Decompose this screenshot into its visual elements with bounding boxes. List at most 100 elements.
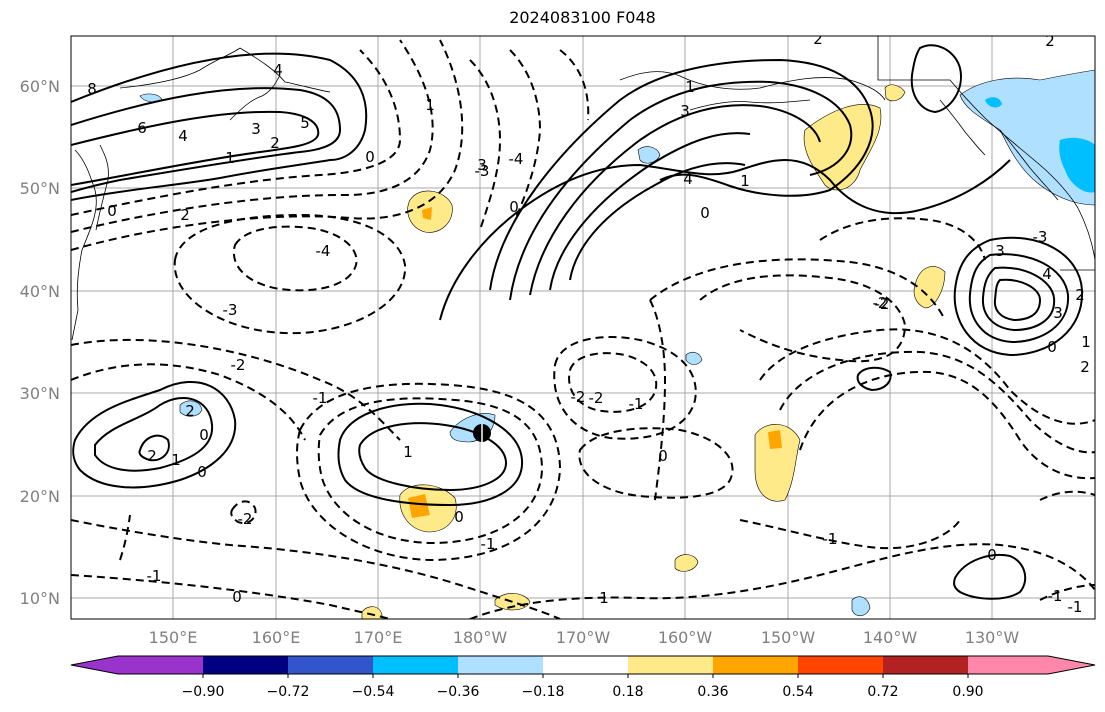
colorbar-label: 0.18 — [612, 684, 643, 700]
solid-contours — [71, 44, 1084, 600]
contour-label: 3 — [680, 102, 690, 120]
contour-label: -3 — [223, 301, 238, 319]
colorbar-label: 0.36 — [697, 684, 728, 700]
colorbar-label: 0.90 — [952, 684, 983, 700]
contour-label: 0 — [509, 198, 519, 216]
contour-label: -3 — [1033, 228, 1048, 246]
contour-label: 0 — [454, 508, 464, 526]
contour-label: 8 — [87, 80, 97, 98]
contour-label: 2 — [1075, 286, 1085, 304]
lat-label: 40°N — [20, 282, 60, 301]
colorbar-label: 0.54 — [782, 684, 813, 700]
colorbar-label: −0.72 — [267, 684, 310, 700]
contour-label: -2 — [571, 388, 586, 406]
contour-label: -2 — [231, 356, 246, 374]
contour-label: 2 — [180, 206, 190, 224]
contour-label: 1 — [403, 443, 413, 461]
coastlines — [71, 36, 1095, 341]
colorbar-label: −0.18 — [522, 684, 565, 700]
dashed-contours — [71, 39, 1095, 619]
colorbar-segment — [288, 656, 373, 674]
contour-label: 3 — [1053, 304, 1063, 322]
colorbar-segment — [543, 656, 628, 674]
contour-label: 1 — [1081, 333, 1091, 351]
lat-label: 30°N — [20, 384, 60, 403]
colorbar-segment — [628, 656, 713, 674]
contour-label: 3 — [477, 156, 487, 174]
contour-label: 5 — [300, 114, 310, 132]
colorbar: −0.90 −0.72 −0.54 −0.36 −0.18 0.18 0.36 … — [70, 655, 1096, 700]
contour-label: -2 — [875, 295, 890, 313]
lon-label: 140°W — [863, 628, 918, 647]
contour-label: -4 — [509, 150, 524, 168]
lat-label: 20°N — [20, 487, 60, 506]
contour-label: 1 — [685, 78, 695, 96]
colorbar-segment — [458, 656, 543, 674]
lon-label: 170°W — [556, 628, 611, 647]
contour-label: -1 — [1068, 598, 1083, 616]
contour-label: 4 — [1042, 265, 1052, 283]
contour-label: 2 — [1080, 358, 1090, 376]
latitude-labels: 60°N 50°N 40°N 30°N 20°N 10°N — [20, 77, 60, 608]
colorbar-label: 0.72 — [867, 684, 898, 700]
map-title: 2024083100 F048 — [509, 8, 656, 27]
contour-label: 3 — [251, 120, 261, 138]
lat-label: 10°N — [20, 589, 60, 608]
contour-label: 2 — [1045, 32, 1055, 50]
contour-label: 1 — [171, 451, 181, 469]
contour-label: 2 — [813, 30, 823, 48]
lat-label: 50°N — [20, 179, 60, 198]
colorbar-ticks — [202, 674, 969, 678]
contour-label: -2 — [238, 510, 253, 528]
contour-label: 2 — [147, 447, 157, 465]
contour-label: 4 — [273, 61, 283, 79]
contour-label: -1 — [629, 395, 644, 413]
lon-label: 170°E — [354, 628, 403, 647]
colorbar-max-arrow — [1048, 656, 1095, 674]
contour-label: -1 — [823, 530, 838, 548]
lat-label: 60°N — [20, 77, 60, 96]
contour-label: 0 — [700, 204, 710, 222]
contour-label: 0 — [658, 447, 668, 465]
contour-label: -4 — [316, 242, 331, 260]
colorbar-min-arrow — [71, 656, 118, 674]
contour-label: 0 — [107, 202, 117, 220]
shaded-fields — [139, 69, 1095, 619]
gridlines — [71, 36, 1095, 619]
contour-label: -1 — [1048, 587, 1063, 605]
colorbar-segment — [968, 656, 1048, 674]
colorbar-segment — [798, 656, 883, 674]
longitude-labels: 150°E 160°E 170°E 180°W 170°W 160°W 150°… — [149, 628, 1020, 647]
colorbar-labels: −0.90 −0.72 −0.54 −0.36 −0.18 0.18 0.36 … — [182, 684, 984, 700]
map-frame — [70, 35, 1096, 620]
colorbar-outline — [70, 655, 1096, 675]
lon-label: 150°E — [149, 628, 198, 647]
lon-label: 150°W — [761, 628, 816, 647]
contour-label: 4 — [683, 170, 693, 188]
colorbar-label: −0.36 — [437, 684, 480, 700]
contour-label: 2 — [185, 402, 195, 420]
contour-label: -2 — [589, 389, 604, 407]
contour-label: 0 — [1047, 338, 1057, 356]
contour-label: 2 — [270, 134, 280, 152]
lon-label: 160°W — [658, 628, 713, 647]
contour-label: 1 — [225, 149, 235, 167]
contour-label: -1 — [313, 389, 328, 407]
contour-label: -1 — [481, 535, 496, 553]
lon-label: 180°W — [453, 628, 508, 647]
colorbar-segment — [203, 656, 288, 674]
contour-label: 0 — [987, 546, 997, 564]
contour-label: 1 — [599, 589, 609, 607]
lon-label: 130°W — [965, 628, 1020, 647]
colorbar-segment — [883, 656, 968, 674]
colorbar-segment — [713, 656, 798, 674]
contour-label: 4 — [178, 127, 188, 145]
contour-label: 0 — [197, 463, 207, 481]
contour-label: 1 — [425, 96, 435, 114]
colorbar-segment — [118, 656, 203, 674]
contour-label: -1 — [147, 567, 162, 585]
contour-label: 0 — [199, 426, 209, 444]
contour-label: -3 — [475, 162, 490, 180]
contour-label: 1 — [740, 172, 750, 190]
